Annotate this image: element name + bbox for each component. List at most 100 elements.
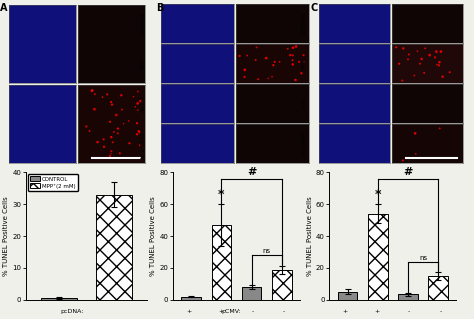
Point [395,61,403,66]
Point [255,77,262,82]
Point [133,132,141,137]
Point [130,94,137,99]
Point [286,53,294,58]
Text: +: + [186,309,191,314]
Point [399,158,407,163]
Point [270,63,277,68]
Point [100,137,108,142]
Text: A: A [0,3,8,13]
Bar [96,195,132,300]
Point [126,141,133,146]
Point [114,126,122,131]
Point [137,99,144,104]
Point [134,108,142,113]
Text: *: * [374,188,381,201]
Point [88,89,96,94]
Point [436,126,444,131]
Text: -: - [408,309,410,314]
Point [94,139,101,145]
Point [132,104,139,109]
Text: -: - [251,309,254,314]
Point [412,151,419,156]
Point [292,78,299,83]
Point [107,100,115,105]
Point [392,45,400,50]
Point [88,88,96,93]
Point [289,53,297,58]
Point [426,53,433,58]
Bar [428,276,448,300]
Text: -: - [283,309,285,314]
Text: MPP⁺: MPP⁺ [141,57,146,69]
Point [298,71,305,76]
Y-axis label: % TUNEL Positive Cells: % TUNEL Positive Cells [3,196,9,276]
Text: Grx1/MPP⁺: Grx1/MPP⁺ [301,130,306,156]
Point [289,45,297,50]
Bar [368,214,388,300]
Text: #: # [247,167,256,177]
Point [112,113,120,118]
Point [106,153,114,158]
Point [420,70,428,76]
Point [433,50,441,55]
Bar [41,298,77,300]
Point [91,107,98,112]
Bar [182,297,201,300]
Point [110,129,118,134]
Point [432,49,440,54]
Point [91,92,99,97]
Point [253,45,260,50]
Point [99,94,106,100]
Text: ns: ns [419,255,427,261]
Text: #: # [403,167,413,177]
Text: +: + [374,309,380,314]
Point [435,63,443,68]
Point [86,129,93,134]
Point [437,49,445,54]
Point [109,140,117,145]
Point [404,57,412,62]
Text: Akt1ᵂT/MPP⁺: Akt1ᵂT/MPP⁺ [141,127,146,159]
Point [116,151,124,156]
Point [264,76,272,81]
Point [243,53,251,58]
Point [405,52,413,57]
Point [107,151,115,156]
Point [108,149,115,154]
Point [410,73,418,78]
Point [120,121,128,126]
Point [100,144,108,149]
Point [292,44,300,49]
Point [268,74,276,79]
Point [118,93,125,98]
Point [300,53,307,58]
Text: Akt1ᵂT: Akt1ᵂT [141,94,146,112]
Point [108,135,115,140]
Text: CONTROL: CONTROL [301,11,306,35]
Text: B: B [156,3,164,13]
Text: ns: ns [263,249,271,255]
Point [136,130,143,135]
Point [421,46,429,51]
Point [300,59,308,64]
Y-axis label: % TUNEL Positive Cells: % TUNEL Positive Cells [150,196,156,276]
Point [271,59,279,64]
Point [289,58,296,63]
Bar [211,225,231,300]
Point [106,119,114,124]
Point [133,121,141,126]
Point [241,67,249,72]
Point [284,46,292,51]
Bar [398,294,418,300]
Point [411,131,419,136]
Point [416,61,424,66]
Point [439,74,447,79]
Point [82,124,90,129]
Point [436,60,443,65]
Text: +: + [218,309,223,314]
Point [125,118,132,123]
Point [276,59,283,64]
Point [418,56,426,62]
Point [241,74,248,79]
Point [414,48,421,54]
